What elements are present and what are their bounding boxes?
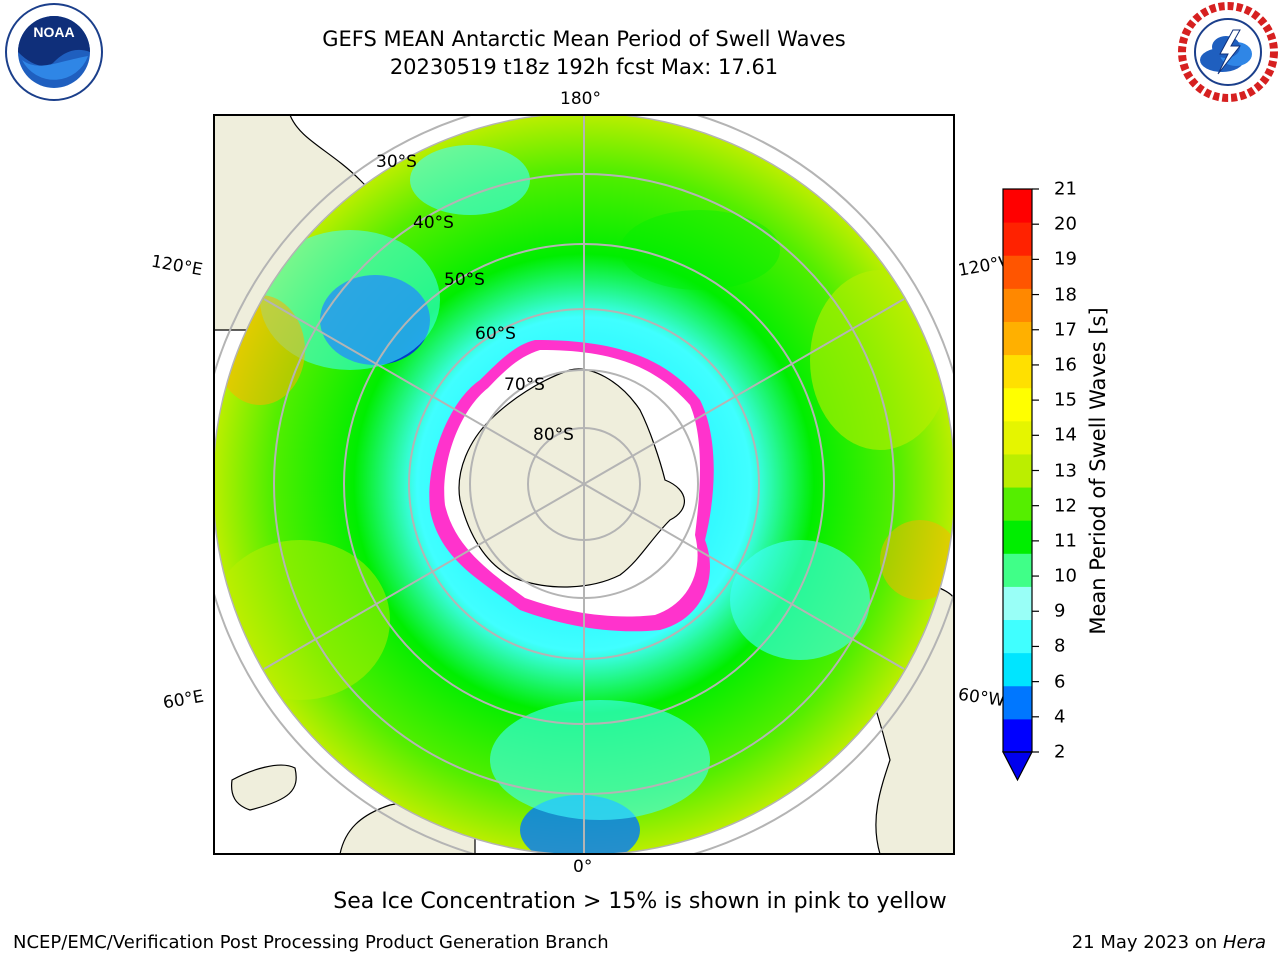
colorbar-segment	[1003, 553, 1032, 587]
colorbar-segment	[1003, 420, 1032, 455]
colorbar-segment	[1003, 652, 1032, 687]
colorbar-segment	[1003, 222, 1032, 256]
map-frame	[213, 114, 955, 855]
colorbar-tick-label: 15	[1054, 389, 1077, 411]
colorbar-tick-label: 11	[1054, 530, 1077, 552]
colorbar-tick-label: 17	[1054, 319, 1077, 341]
sea-ice-note: Sea Ice Concentration > 15% is shown in …	[333, 889, 947, 914]
lat-label-50s: 50°S	[444, 270, 485, 290]
colorbar-tick-label: 14	[1054, 424, 1077, 446]
colorbar-tick-label: 12	[1054, 495, 1077, 517]
lon-label-180: 180°	[560, 89, 601, 109]
footer-date-text: 21 May 2023 on	[1071, 932, 1223, 953]
colorbar-tick-label: 6	[1054, 671, 1066, 693]
colorbar-segment	[1003, 288, 1032, 322]
noaa-logo-text: NOAA	[33, 24, 74, 40]
lat-label-40s: 40°S	[413, 213, 454, 233]
graticule	[214, 115, 954, 854]
lat-label-80s: 80°S	[533, 425, 574, 445]
colorbar-tick-label: 19	[1054, 248, 1077, 270]
colorbar-tick-label: 18	[1054, 284, 1077, 306]
footer-host: Hera	[1222, 932, 1266, 953]
lon-label-0: 0°	[573, 857, 593, 877]
colorbar-segment	[1003, 586, 1032, 621]
lat-label-30s: 30°S	[376, 152, 417, 172]
nws-logo	[1178, 2, 1278, 102]
colorbar-tick-label: 21	[1054, 178, 1077, 200]
colorbar-segment	[1003, 453, 1032, 488]
colorbar-segment	[1003, 321, 1032, 356]
colorbar-segment	[1003, 354, 1032, 389]
map-subtitle: 20230519 t18z 192h fcst Max: 17.61	[389, 55, 779, 79]
colorbar-tick-label: 10	[1054, 565, 1077, 587]
footer-credit: NCEP/EMC/Verification Post Processing Pr…	[13, 932, 609, 953]
colorbar-label: Mean Period of Swell Waves [s]	[1086, 307, 1110, 635]
colorbar-segment	[1003, 718, 1032, 753]
colorbar-segment	[1003, 685, 1032, 720]
lat-label-70s: 70°S	[504, 375, 545, 395]
footer-date: 21 May 2023 on Hera	[1072, 932, 1266, 953]
colorbar-tick-label: 8	[1054, 635, 1066, 657]
colorbar-segment	[1003, 520, 1032, 554]
colorbar-tick-label: 2	[1054, 741, 1066, 763]
colorbar-tick-label: 20	[1054, 213, 1077, 235]
colorbar-segment	[1003, 255, 1032, 289]
colorbar-tick-label: 9	[1054, 600, 1066, 622]
colorbar-segment	[1003, 487, 1032, 521]
colorbar-segment	[1003, 619, 1032, 654]
colorbar-tick-label: 16	[1054, 354, 1077, 376]
colorbar-segment	[1003, 387, 1032, 422]
lat-label-60s: 60°S	[475, 324, 516, 344]
colorbar-tick-label: 4	[1054, 706, 1066, 728]
colorbar-tick-label: 13	[1054, 460, 1077, 481]
colorbar-segment	[1003, 189, 1032, 223]
map-title: GEFS MEAN Antarctic Mean Period of Swell…	[322, 27, 846, 51]
noaa-logo: NOAA	[5, 3, 103, 101]
colorbar-under-triangle	[1002, 751, 1033, 782]
